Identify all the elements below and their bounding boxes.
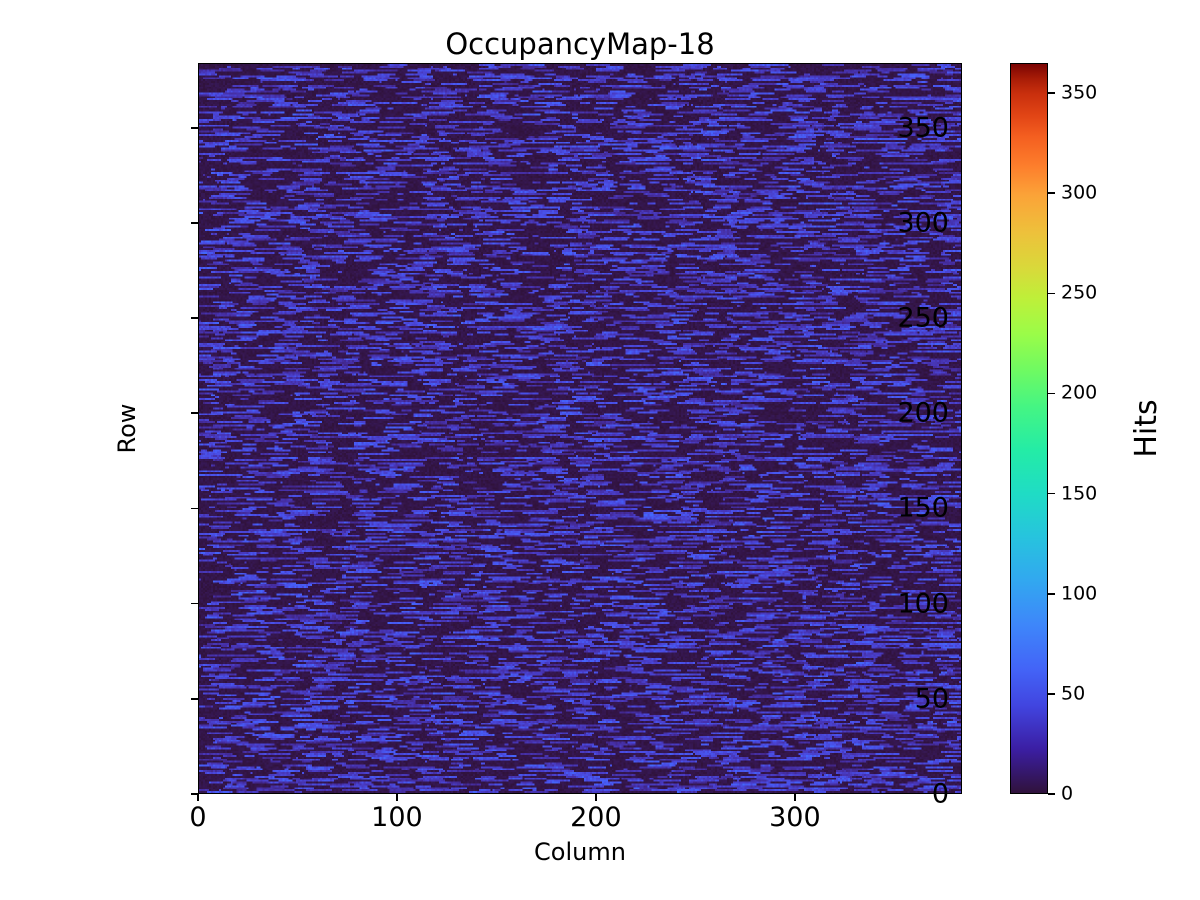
occupancy-heatmap-image[interactable] [199,64,961,793]
x-tick-mark [197,794,199,801]
colorbar-tick-label: 100 [1061,582,1098,605]
colorbar-tick-mark [1048,292,1055,295]
heatmap-axes[interactable] [198,63,962,794]
colorbar-tick-mark [1048,392,1055,395]
colorbar-tick-label: 300 [1061,181,1098,204]
x-tick-label: 300 [769,802,821,833]
y-tick-mark [191,602,198,605]
colorbar-tick-label: 50 [1061,682,1086,705]
colorbar-label: Hits [1129,399,1164,458]
colorbar-tick-mark [1048,92,1055,94]
x-tick-mark [396,794,398,801]
y-axis-label: Row [113,403,141,454]
colorbar-gradient[interactable] [1010,63,1048,794]
colorbar-tick-mark [1048,793,1055,795]
y-tick-mark [191,317,198,319]
y-tick-mark [191,507,198,510]
colorbar-tick-label: 0 [1061,782,1074,805]
x-tick-mark [794,794,796,801]
y-tick-mark [191,222,198,224]
colorbar-tick-mark [1048,592,1055,595]
colorbar-tick-label: 350 [1061,81,1098,104]
x-axis-label: Column [534,838,626,866]
x-tick-label: 0 [189,802,207,833]
colorbar-tick-label: 250 [1061,281,1098,304]
colorbar-tick-mark [1048,492,1055,495]
colorbar-tick-label: 200 [1061,381,1098,404]
y-tick-mark [191,697,198,700]
colorbar-tick-mark [1048,693,1055,695]
x-tick-label: 200 [570,802,622,833]
x-tick-mark [595,794,597,801]
colorbar-tick-label: 150 [1061,482,1098,505]
colorbar-tick-mark [1048,192,1055,194]
page-title: OccupancyMap-18 [445,27,715,61]
y-tick-mark [191,412,198,415]
x-tick-label: 100 [371,802,423,833]
y-tick-mark [191,126,198,129]
y-tick-mark [191,793,198,795]
